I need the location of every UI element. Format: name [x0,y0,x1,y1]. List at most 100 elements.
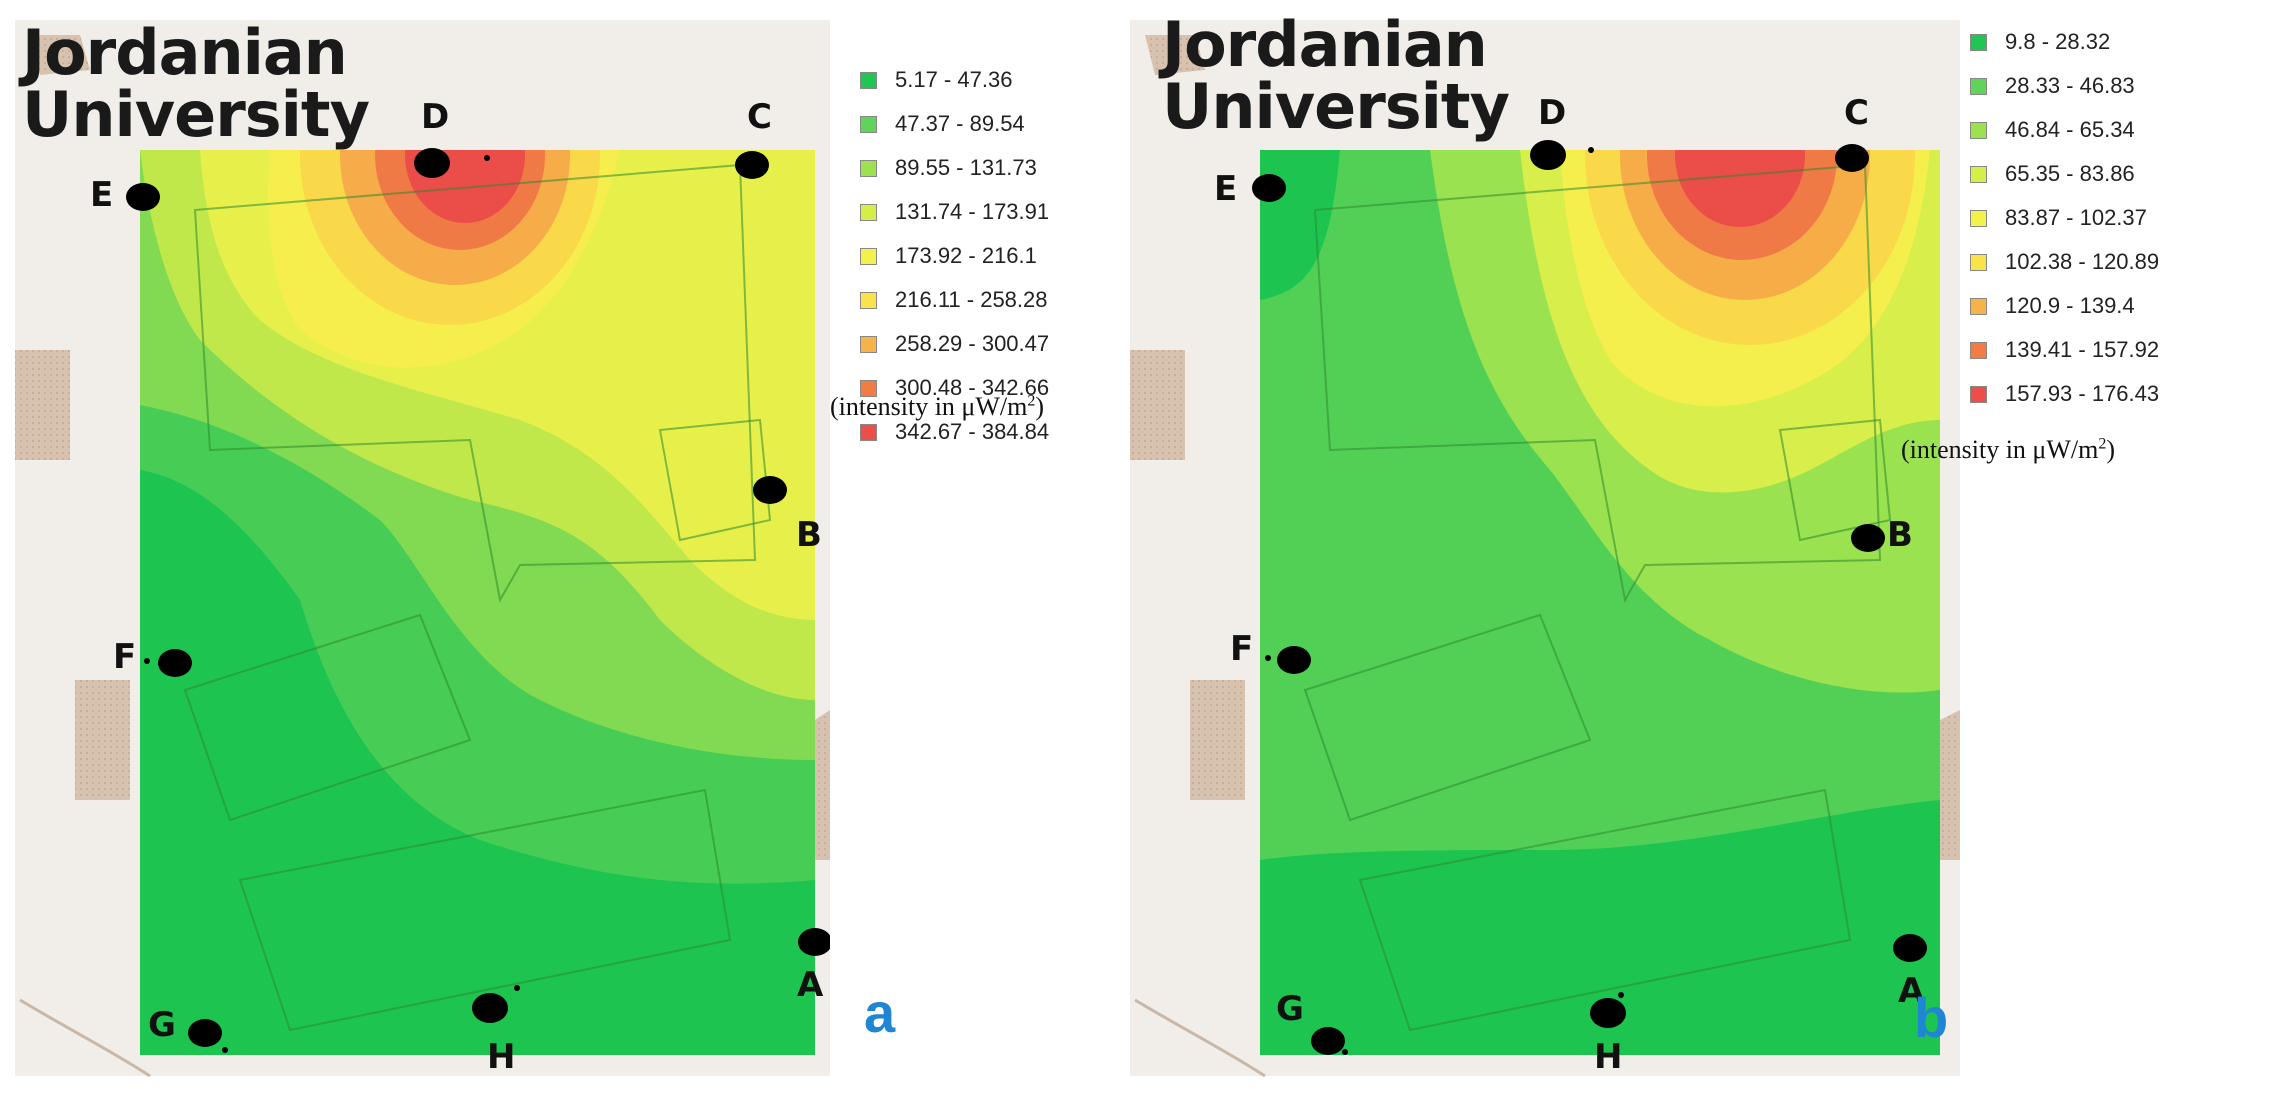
legend-swatch [860,335,877,353]
point-label-f: F [1230,629,1254,669]
point-marker-f [158,649,192,677]
map-panel-b: Jordanian University A B C D E F G H b 9… [1130,0,2282,1096]
legend-item: 342.67 - 384.84 [860,410,1049,454]
point-marker-c [735,151,769,179]
legend-swatch [860,423,877,441]
panel-letter-a: a [864,981,896,1044]
legend-range-label: 102.38 - 120.89 [2005,249,2160,274]
legend-range-label: 216.11 - 258.28 [895,287,1048,312]
point-marker-d [1530,140,1566,170]
legend-b: 9.8 - 28.32 28.33 - 46.83 46.84 - 65.34 65.… [1970,20,2159,416]
legend-swatch [860,247,877,265]
legend-units-b: (intensity in μW/m2) [1901,435,2116,464]
map-title-line1: Jordanian [1162,8,1488,81]
point-marker-e [1252,174,1286,202]
point-label-f: F [113,637,137,677]
point-marker-h [1590,998,1626,1028]
map-title-line2: University [22,78,370,151]
survey-points-b [1252,140,1927,1055]
point-label-e: E [90,175,114,215]
legend-range-label: 5.17 - 47.36 [895,67,1013,92]
legend-swatch [1970,209,1987,227]
intensity-contours-a [140,150,815,1055]
map-panel-a: Jordanian University A B C D E F G H a 5… [0,0,1120,1096]
building [15,350,70,460]
heatmap-a [15,20,830,1078]
point-label-g: G [1276,989,1304,1029]
legend-item: 258.29 - 300.47 [860,322,1049,366]
point-label-c: C [747,97,772,137]
point-marker-a [1893,934,1927,962]
legend-item: 83.87 - 102.37 [1970,196,2159,240]
legend-range-label: 89.55 - 131.73 [895,155,1037,180]
building [1940,710,1960,860]
legend-swatch [1970,385,1987,403]
legend-item: 216.11 - 258.28 [860,278,1049,322]
legend-units-a: (intensity in μW/m2) [830,392,1045,421]
point-label-b: B [1887,515,1913,555]
point-marker-b [1851,524,1885,552]
building [1190,680,1245,800]
legend-item: 157.93 - 176.43 [1970,372,2159,416]
legend-item: 300.48 - 342.66 [860,366,1049,410]
legend-item: 46.84 - 65.34 [1970,108,2159,152]
intensity-contours-b [1260,150,1940,1055]
legend-swatch [860,379,877,397]
legend-item: 120.9 - 139.4 [1970,284,2159,328]
building [75,680,130,800]
legend-swatch [1970,297,1987,315]
point-marker-b [753,476,787,504]
point-marker-g [188,1019,222,1047]
legend-swatch [860,159,877,177]
point-label-d: D [1538,93,1567,133]
panel-letter-b: b [1914,986,1949,1049]
legend-range-label: 120.9 - 139.4 [2005,293,2135,318]
point-marker-f [1277,646,1311,674]
legend-range-label: 157.93 - 176.43 [2005,381,2160,406]
legend-range-label: 47.37 - 89.54 [895,111,1025,136]
legend-item: 9.8 - 28.32 [1970,20,2159,64]
legend-item: 89.55 - 131.73 [860,146,1049,190]
legend-item: 5.17 - 47.36 [860,58,1049,102]
legend-item: 102.38 - 120.89 [1970,240,2159,284]
point-label-h: H [487,1037,516,1077]
survey-points-a [126,148,830,1053]
building [1130,350,1185,460]
building [815,710,830,860]
building [1145,35,1205,75]
point-label-g: G [148,1005,176,1045]
legend-swatch [1970,77,1987,95]
point-marker-g [1311,1027,1345,1055]
legend-swatch [1970,165,1987,183]
map-title-b: Jordanian University [1162,8,1510,143]
legend-item: 131.74 - 173.91 [860,190,1049,234]
legend-range-label: 65.35 - 83.86 [2005,161,2135,186]
legend-swatch [860,291,877,309]
point-label-b: B [796,515,822,555]
legend-range-label: 83.87 - 102.37 [2005,205,2147,230]
legend-swatch [1970,33,1987,51]
point-label-c: C [1844,93,1869,133]
point-marker-a [798,928,830,956]
legend-swatch [860,115,877,133]
point-label-a: A [1898,971,1925,1011]
legend-range-label: 139.41 - 157.92 [2005,337,2160,362]
legend-range-label: 131.74 - 173.91 [895,199,1050,224]
point-label-e: E [1214,169,1238,209]
point-marker-e [126,183,160,211]
legend-item: 139.41 - 157.92 [1970,328,2159,372]
legend-range-label: 300.48 - 342.66 [895,375,1050,400]
point-label-a: A [797,965,824,1005]
legend-range-label: 46.84 - 65.34 [2005,117,2135,142]
legend-swatch [1970,253,1987,271]
legend-range-label: 28.33 - 46.83 [2005,73,2135,98]
point-marker-d [414,148,450,178]
legend-range-label: 9.8 - 28.32 [2005,29,2111,54]
map-title-a: Jordanian University [22,16,370,151]
map-title-line2: University [1162,70,1510,143]
legend-item: 47.37 - 89.54 [860,102,1049,146]
point-label-d: D [421,97,450,137]
map-title-line1: Jordanian [22,16,348,89]
legend-swatch [860,71,877,89]
point-marker-h [472,993,508,1023]
